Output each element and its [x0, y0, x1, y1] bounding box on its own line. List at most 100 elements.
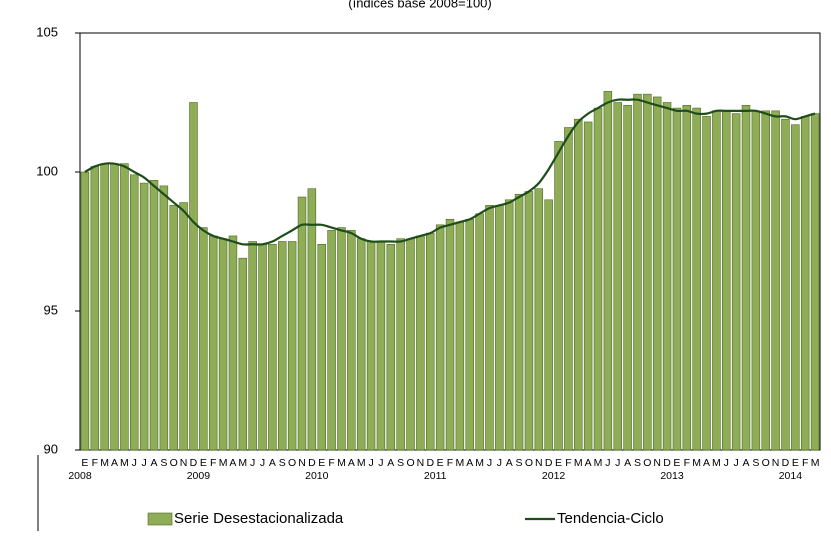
x-tick-label: J: [260, 457, 265, 469]
x-tick-label: A: [466, 457, 473, 469]
bar: [810, 113, 820, 451]
legend-label: Tendencia-Ciclo: [557, 510, 664, 527]
y-tick-label: 105: [36, 24, 58, 39]
bar: [228, 235, 238, 451]
x-tick-label: E: [792, 457, 799, 469]
x-tick-label: S: [160, 457, 167, 469]
x-tick-label: M: [337, 457, 346, 469]
bar: [633, 93, 642, 451]
bar: [435, 224, 445, 451]
year-label: 2011: [424, 470, 447, 482]
x-tick-label: D: [663, 457, 671, 469]
bar: [455, 221, 465, 451]
y-tick-label: 90: [44, 441, 58, 456]
bar: [791, 124, 800, 451]
bar: [268, 243, 277, 451]
bar: [495, 205, 504, 451]
x-tick-label: J: [250, 457, 255, 469]
x-tick-label: E: [81, 457, 88, 469]
bar: [613, 102, 622, 451]
bar: [159, 185, 169, 451]
x-tick-label: A: [506, 457, 513, 469]
bar: [524, 191, 534, 451]
x-tick-label: A: [269, 457, 276, 469]
bar: [544, 199, 553, 451]
x-tick-label: J: [132, 457, 137, 469]
bar: [554, 141, 563, 451]
x-tick-label: N: [772, 457, 780, 469]
x-tick-label: J: [497, 457, 502, 469]
year-label: 2012: [542, 470, 566, 482]
bar: [149, 180, 159, 451]
bar: [179, 202, 188, 451]
x-tick-label: E: [200, 457, 207, 469]
bar: [692, 107, 701, 451]
bar: [218, 238, 228, 451]
bar: [771, 110, 780, 451]
bar: [307, 188, 317, 451]
x-tick-label: N: [653, 457, 661, 469]
bar: [120, 163, 129, 451]
bar: [258, 243, 267, 451]
bar: [623, 104, 632, 451]
x-tick-label: F: [92, 457, 98, 469]
bar: [130, 174, 139, 451]
bar: [702, 116, 711, 451]
bar: [169, 205, 178, 451]
bar: [722, 110, 731, 451]
bar: [445, 218, 455, 451]
x-tick-label: J: [605, 457, 610, 469]
bar: [100, 163, 109, 451]
bar: [376, 241, 386, 451]
x-tick-label: J: [142, 457, 147, 469]
legend-swatch: [147, 512, 173, 526]
x-tick-label: S: [752, 457, 759, 469]
bar: [781, 118, 790, 451]
x-tick-label: J: [615, 457, 620, 469]
x-tick-label: O: [525, 457, 533, 469]
x-tick-label: S: [634, 457, 641, 469]
bar: [761, 110, 770, 451]
bar: [800, 116, 810, 451]
bar: [682, 104, 692, 451]
bar: [504, 199, 514, 451]
x-tick-label: F: [447, 457, 453, 469]
bar: [199, 227, 208, 451]
x-tick-label: J: [378, 457, 383, 469]
bar: [110, 163, 119, 451]
y-tick-label: 100: [36, 163, 58, 178]
bar: [238, 257, 248, 451]
x-tick-label: J: [734, 457, 739, 469]
bar: [603, 91, 613, 451]
x-tick-label: E: [555, 457, 562, 469]
x-tick-label: S: [397, 457, 404, 469]
x-tick-label: S: [279, 457, 286, 469]
x-tick-label: F: [210, 457, 216, 469]
x-tick-label: A: [624, 457, 631, 469]
x-tick-label: O: [170, 457, 178, 469]
x-tick-label: M: [712, 457, 721, 469]
bar: [534, 188, 544, 451]
x-tick-label: A: [742, 457, 749, 469]
bar: [465, 218, 474, 451]
x-tick-label: F: [328, 457, 334, 469]
x-tick-label: M: [594, 457, 603, 469]
bar: [248, 241, 257, 451]
bar: [712, 110, 721, 451]
x-tick-label: M: [120, 457, 129, 469]
x-tick-label: O: [643, 457, 651, 469]
bar: [287, 241, 297, 451]
bar: [475, 213, 484, 451]
x-tick-label: A: [387, 457, 394, 469]
bar: [416, 235, 425, 451]
x-tick-label: E: [437, 457, 444, 469]
x-tick-label: A: [585, 457, 592, 469]
x-tick-label: D: [426, 457, 434, 469]
x-tick-label: O: [288, 457, 296, 469]
bar: [574, 118, 583, 451]
bar: [396, 238, 405, 451]
bar: [327, 230, 336, 451]
x-tick-label: D: [782, 457, 790, 469]
bar: [317, 243, 326, 451]
